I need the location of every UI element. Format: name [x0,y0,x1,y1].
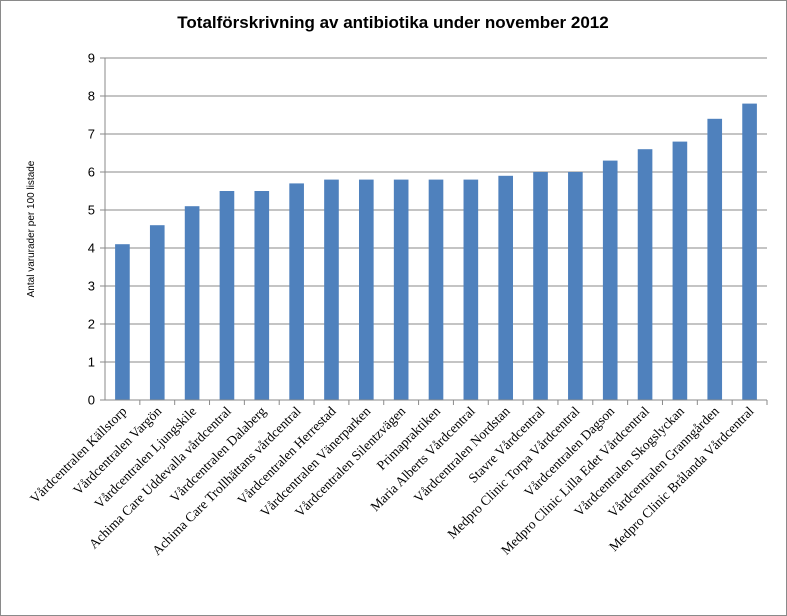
bar [463,179,479,400]
bar [533,172,548,400]
bar [184,206,200,400]
bar [637,149,653,400]
y-axis-label: Antal varurader per 100 listade [26,160,37,297]
bar [602,160,618,400]
chart-title: Totalförskrivning av antibiotika under n… [177,13,608,32]
bar [149,225,165,400]
y-tick-label: 1 [88,355,95,370]
bar [254,191,270,400]
bar [428,179,444,400]
gridlines [105,57,767,363]
bars [115,103,757,401]
bar [358,179,374,400]
y-tick-label: 7 [88,127,95,142]
y-tick-label: 0 [88,393,95,408]
y-tick-label: 8 [88,89,95,104]
bar [324,179,339,400]
bar [115,244,130,400]
bar [219,191,235,400]
bar [393,179,409,400]
y-tick-label: 5 [88,203,95,218]
y-tick-label: 6 [88,165,95,180]
y-tick-label: 3 [88,279,95,294]
y-tick-label: 2 [88,317,95,332]
bar [289,183,304,400]
y-tick-labels: 0 1 2 3 4 5 6 7 8 9 [88,51,95,408]
bar [568,172,583,400]
axes [100,57,768,405]
bar [498,175,514,400]
y-tick-label: 4 [88,241,95,256]
bar [707,118,723,401]
bar [742,103,757,400]
y-tick-label: 9 [88,51,95,66]
bar [672,141,688,400]
